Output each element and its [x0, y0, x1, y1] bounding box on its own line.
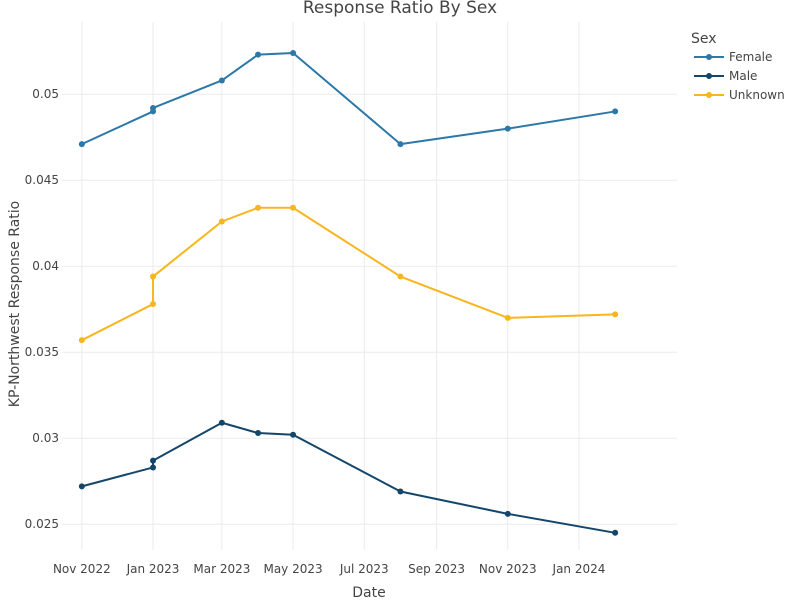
data-point-female[interactable] [612, 108, 619, 115]
y-axis-ticks: 0.025 0.03 0.035 0.04 0.045 0.05 [25, 87, 59, 531]
x-gridlines [81, 22, 580, 550]
data-point-female[interactable] [290, 49, 297, 56]
data-point-unknown[interactable] [150, 273, 157, 280]
y-tick-label: 0.025 [25, 517, 59, 531]
y-tick-label: 0.035 [25, 345, 59, 359]
legend-item-female[interactable]: Female [694, 50, 772, 64]
x-tick-label: Jul 2023 [339, 562, 389, 576]
y-axis-title: KP-Northwest Response Ratio [7, 201, 23, 407]
data-point-unknown[interactable] [612, 311, 619, 318]
data-point-female[interactable] [397, 141, 404, 148]
y-tick-label: 0.05 [32, 87, 59, 101]
series-male [78, 419, 619, 536]
data-point-male[interactable] [290, 431, 297, 438]
y-tick-label: 0.045 [25, 173, 59, 187]
x-axis-ticks: Nov 2022 Jan 2023 Mar 2023 May 2023 Jul 2023… [53, 562, 605, 576]
data-point-unknown[interactable] [290, 204, 297, 211]
x-tick-label: Jan 2024 [552, 562, 606, 576]
x-tick-label: Nov 2023 [479, 562, 537, 576]
x-tick-label: May 2023 [263, 562, 322, 576]
data-point-female[interactable] [150, 104, 157, 111]
data-point-male[interactable] [255, 430, 262, 437]
data-point-male[interactable] [504, 510, 511, 517]
y-tick-label: 0.04 [32, 259, 59, 273]
legend-label: Unknown [729, 88, 785, 102]
data-point-male[interactable] [78, 483, 85, 490]
legend-label: Male [729, 69, 757, 83]
legend-item-unknown[interactable]: Unknown [694, 88, 785, 102]
data-point-female[interactable] [504, 125, 511, 132]
series-layer [78, 49, 619, 536]
y-tick-label: 0.03 [32, 431, 59, 445]
data-point-male[interactable] [397, 488, 404, 495]
data-point-male[interactable] [218, 419, 225, 426]
legend: Sex Female Male Unknown [691, 31, 785, 102]
legend-title: Sex [691, 31, 717, 47]
data-point-unknown[interactable] [397, 273, 404, 280]
data-point-male[interactable] [150, 464, 157, 471]
data-point-male[interactable] [150, 457, 157, 464]
legend-label: Female [729, 50, 772, 64]
data-point-unknown[interactable] [218, 218, 225, 225]
legend-swatch-marker [706, 92, 712, 98]
x-tick-label: Jan 2023 [126, 562, 180, 576]
data-point-unknown[interactable] [504, 314, 511, 321]
x-axis-title: Date [352, 585, 385, 600]
x-tick-label: Sep 2023 [408, 562, 465, 576]
data-point-male[interactable] [612, 529, 619, 536]
data-point-unknown[interactable] [150, 301, 157, 308]
data-point-female[interactable] [78, 141, 85, 148]
chart-title: Response Ratio By Sex [303, 0, 497, 18]
data-point-female[interactable] [218, 77, 225, 84]
data-point-unknown[interactable] [255, 204, 262, 211]
legend-items: Female Male Unknown [694, 50, 785, 102]
legend-swatch-marker [706, 54, 712, 60]
legend-item-male[interactable]: Male [694, 69, 757, 83]
series-unknown [78, 204, 619, 344]
series-female [78, 49, 619, 148]
data-point-female[interactable] [255, 51, 262, 58]
x-tick-label: Nov 2022 [53, 562, 111, 576]
legend-swatch-marker [706, 73, 712, 79]
x-tick-label: Mar 2023 [193, 562, 250, 576]
data-point-unknown[interactable] [78, 337, 85, 344]
